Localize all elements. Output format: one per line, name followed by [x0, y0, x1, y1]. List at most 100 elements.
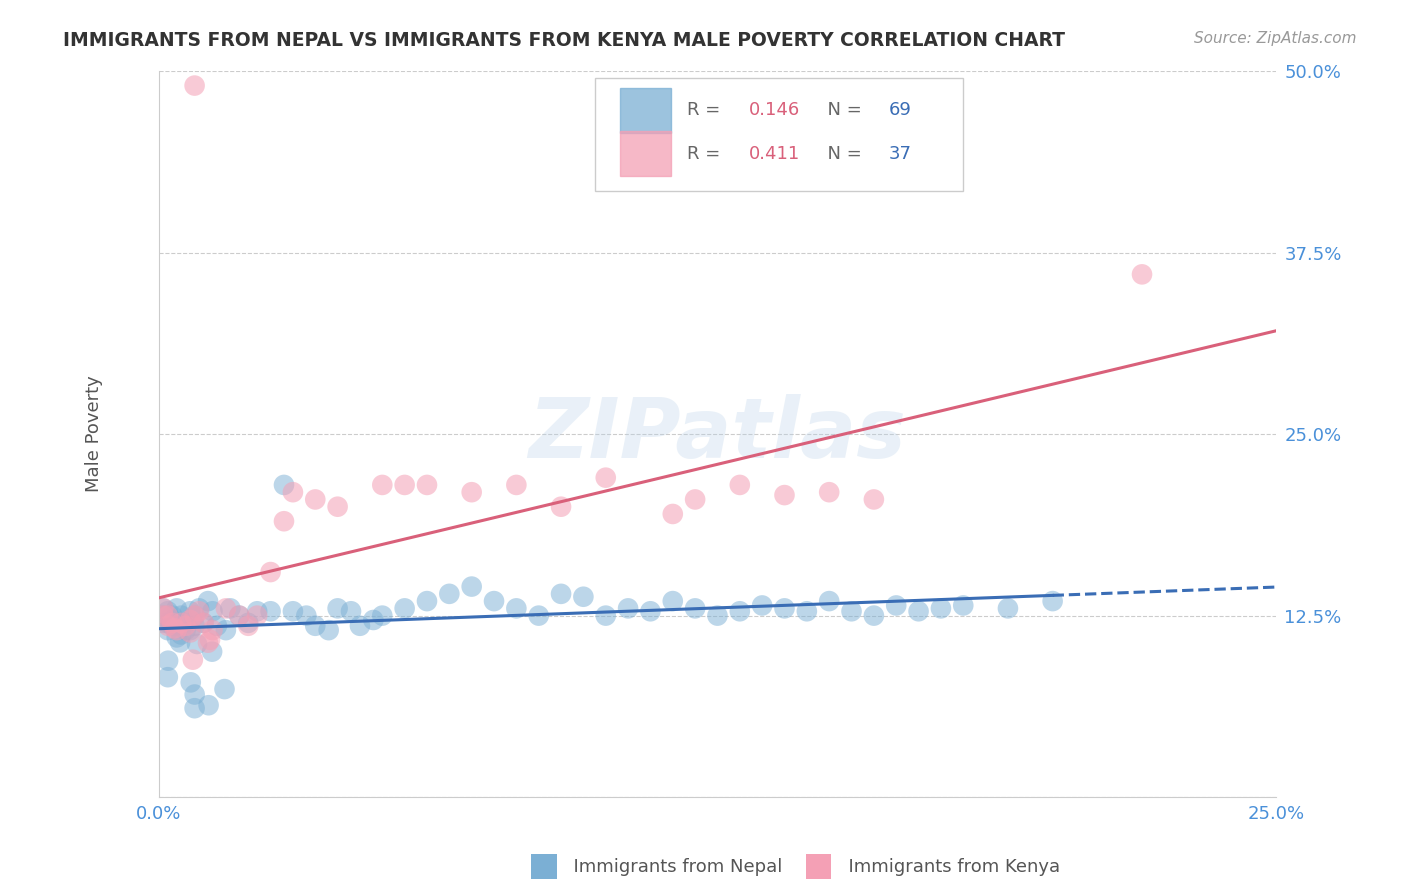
Point [863, 608, 886, 623]
Point [273, 514, 295, 528]
Point [997, 601, 1019, 615]
Point [527, 608, 550, 623]
Point [304, 619, 326, 633]
Point [162, 608, 184, 623]
Point [259, 604, 281, 618]
Point [201, 645, 224, 659]
Point [505, 478, 527, 492]
Point [170, 615, 193, 630]
Point [238, 619, 260, 633]
Point [186, 637, 208, 651]
Point [273, 478, 295, 492]
Point [751, 599, 773, 613]
Point [156, 619, 179, 633]
Point [952, 599, 974, 613]
Point [214, 682, 236, 697]
Point [683, 492, 706, 507]
Point [152, 608, 174, 623]
Point [595, 471, 617, 485]
Text: Source: ZipAtlas.com: Source: ZipAtlas.com [1194, 31, 1357, 46]
Point [1042, 594, 1064, 608]
Point [183, 78, 205, 93]
Point [201, 623, 224, 637]
Point [197, 594, 219, 608]
Point [371, 478, 394, 492]
Point [179, 625, 201, 640]
Point [174, 619, 197, 633]
Point [152, 615, 174, 630]
Text: N =: N = [815, 145, 868, 163]
Point [295, 608, 318, 623]
Point [156, 615, 179, 630]
Point [197, 635, 219, 649]
Point [349, 619, 371, 633]
Text: R =: R = [688, 145, 727, 163]
Point [166, 631, 188, 645]
Point [281, 485, 304, 500]
Point [550, 500, 572, 514]
Text: 37: 37 [889, 145, 911, 163]
Point [179, 623, 201, 637]
Point [304, 492, 326, 507]
Point [193, 615, 215, 630]
Text: R =: R = [688, 102, 727, 120]
Point [188, 604, 211, 618]
Point [460, 580, 482, 594]
Y-axis label: Male Poverty: Male Poverty [86, 376, 103, 492]
Bar [620, 131, 671, 177]
Point [818, 485, 841, 500]
Point [505, 601, 527, 615]
Point [156, 623, 179, 637]
Point [219, 601, 242, 615]
Text: 0.146: 0.146 [749, 102, 800, 120]
Point [416, 594, 439, 608]
Text: Immigrants from Kenya: Immigrants from Kenya [837, 858, 1060, 876]
Point [884, 599, 907, 613]
Point [170, 627, 193, 641]
Point [907, 604, 929, 618]
Point [706, 608, 728, 623]
Point [183, 688, 205, 702]
Point [166, 623, 188, 637]
Point [163, 621, 186, 635]
Text: N =: N = [815, 102, 868, 120]
Point [439, 587, 461, 601]
Point [179, 613, 201, 627]
Point [180, 675, 202, 690]
Point [166, 601, 188, 615]
Point [773, 601, 796, 615]
Point [215, 601, 238, 615]
Point [818, 594, 841, 608]
Point [183, 619, 205, 633]
Point [174, 615, 197, 630]
Point [162, 619, 184, 633]
Point [416, 478, 439, 492]
Point [183, 608, 205, 623]
Point [371, 608, 394, 623]
Point [363, 613, 385, 627]
Point [394, 478, 416, 492]
Point [228, 608, 250, 623]
Point [482, 594, 505, 608]
FancyBboxPatch shape [595, 78, 963, 191]
Point [152, 601, 174, 615]
Point [157, 654, 180, 668]
Point [326, 500, 349, 514]
Point [796, 604, 818, 618]
Point [281, 604, 304, 618]
Point [617, 601, 640, 615]
Point [640, 604, 662, 618]
Point [215, 623, 238, 637]
Point [193, 615, 215, 630]
Point [662, 594, 685, 608]
Point [773, 488, 796, 502]
Text: 0.411: 0.411 [749, 145, 800, 163]
Point [188, 601, 211, 615]
Point [863, 492, 886, 507]
Point [205, 619, 228, 633]
Point [246, 604, 269, 618]
Text: Immigrants from Nepal: Immigrants from Nepal [562, 858, 783, 876]
Point [201, 604, 224, 618]
Point [162, 613, 184, 627]
Bar [620, 87, 671, 133]
